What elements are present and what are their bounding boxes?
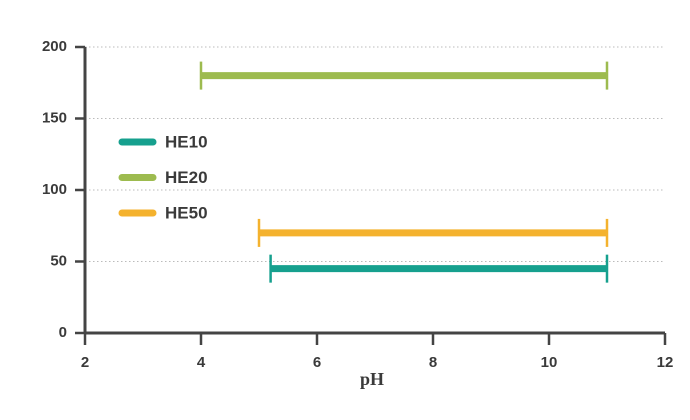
x-tick-label: 6 [313, 354, 321, 371]
legend-label: HE50 [165, 203, 208, 222]
x-axis-label: pH [360, 369, 384, 389]
legend-label: HE10 [165, 132, 208, 151]
x-tick-label: 2 [81, 354, 89, 371]
x-tick-label: 12 [657, 354, 674, 371]
y-tick-label: 0 [59, 324, 67, 341]
x-tick-label: 8 [429, 354, 437, 371]
y-tick-label: 150 [42, 109, 67, 126]
x-tick-label: 4 [197, 354, 206, 371]
y-tick-label: 100 [42, 181, 67, 198]
legend-label: HE20 [165, 168, 208, 187]
x-tick-label: 10 [541, 354, 558, 371]
y-tick-label: 200 [42, 38, 67, 55]
y-tick-label: 50 [50, 252, 67, 269]
